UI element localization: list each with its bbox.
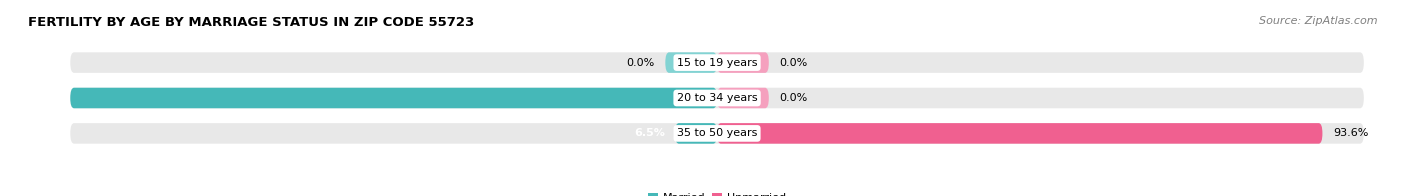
Text: 93.6%: 93.6% bbox=[1333, 128, 1368, 138]
FancyBboxPatch shape bbox=[717, 123, 1323, 144]
Text: 20 to 34 years: 20 to 34 years bbox=[676, 93, 758, 103]
Text: 35 to 50 years: 35 to 50 years bbox=[676, 128, 758, 138]
Text: 6.5%: 6.5% bbox=[634, 128, 665, 138]
FancyBboxPatch shape bbox=[675, 123, 717, 144]
FancyBboxPatch shape bbox=[717, 52, 769, 73]
FancyBboxPatch shape bbox=[70, 88, 1364, 108]
FancyBboxPatch shape bbox=[717, 88, 769, 108]
Text: 0.0%: 0.0% bbox=[627, 58, 655, 68]
Text: 0.0%: 0.0% bbox=[779, 58, 807, 68]
Text: 15 to 19 years: 15 to 19 years bbox=[676, 58, 758, 68]
Text: 0.0%: 0.0% bbox=[779, 93, 807, 103]
FancyBboxPatch shape bbox=[665, 52, 717, 73]
Legend: Married, Unmarried: Married, Unmarried bbox=[644, 188, 790, 196]
Text: FERTILITY BY AGE BY MARRIAGE STATUS IN ZIP CODE 55723: FERTILITY BY AGE BY MARRIAGE STATUS IN Z… bbox=[28, 16, 474, 29]
FancyBboxPatch shape bbox=[70, 52, 1364, 73]
FancyBboxPatch shape bbox=[70, 123, 1364, 144]
FancyBboxPatch shape bbox=[70, 88, 717, 108]
Text: 100.0%: 100.0% bbox=[14, 93, 60, 103]
Text: Source: ZipAtlas.com: Source: ZipAtlas.com bbox=[1260, 16, 1378, 26]
